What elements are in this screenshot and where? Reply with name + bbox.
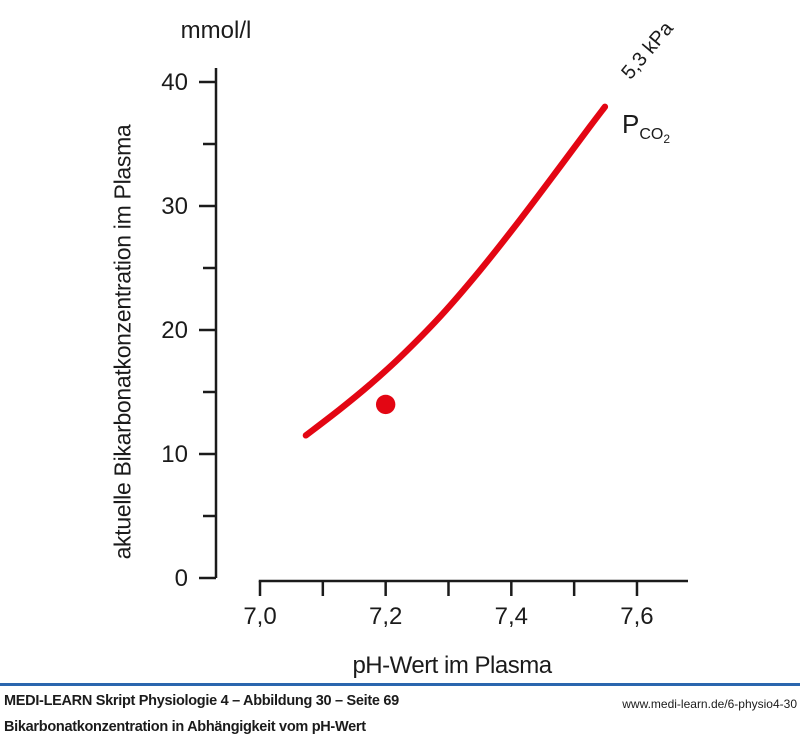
- pco2-isobar-curve: [302, 103, 609, 439]
- pco2-subscript: CO: [639, 126, 664, 143]
- data-point-marker: [375, 394, 396, 415]
- x-tick-label: 7,0: [243, 603, 276, 630]
- y-tick-label: 0: [175, 565, 188, 592]
- y-tick-label: 40: [161, 69, 188, 96]
- y-tick-label: 30: [161, 193, 188, 220]
- footer-divider-rule: [0, 683, 800, 686]
- footer-caption: Bikarbonatkonzentration in Abhängigkeit …: [4, 719, 366, 735]
- y-axis-title: aktuelle Bikarbonatkonzentration im Plas…: [109, 124, 136, 560]
- y-unit-label: mmol/l: [180, 17, 252, 44]
- y-tick-label: 10: [161, 441, 188, 468]
- footer-source-line: MEDI-LEARN Skript Physiologie 4 – Abbild…: [4, 693, 399, 709]
- x-tick-label: 7,2: [369, 603, 402, 630]
- y-tick-label: 20: [161, 317, 188, 344]
- x-axis-title: pH-Wert im Plasma: [352, 652, 552, 679]
- x-tick-label: 7,4: [495, 603, 528, 630]
- pco2-label: PCO2: [622, 109, 670, 146]
- x-tick-label: 7,6: [620, 603, 653, 630]
- footer-url: www.medi-learn.de/6-physio4-30: [622, 697, 797, 711]
- pco2-base: P: [622, 109, 640, 139]
- pco2-subsubscript: 2: [663, 132, 671, 146]
